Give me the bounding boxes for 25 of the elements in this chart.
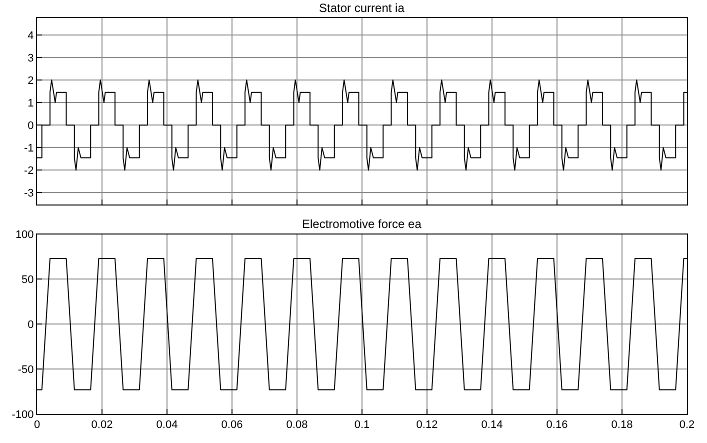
x-tick-label: 0.1 [354,419,370,432]
y-tick-label: 0 [28,318,34,331]
y-tick-label: 1 [28,97,34,110]
x-tick-label: 0.12 [416,419,438,432]
chart-title: Stator current ia [319,1,405,15]
x-tick-label: 0.18 [611,419,633,432]
x-tick-label: 0.08 [286,419,308,432]
chart-title: Electromotive force ea [302,217,422,231]
y-tick-label: 100 [15,229,34,242]
x-tick-label: 0.16 [546,419,568,432]
y-tick-label: -100 [12,408,34,421]
x-tick-label: 0.04 [156,419,178,432]
y-tick-label: -1 [24,142,34,154]
y-tick-label: -3 [24,188,34,200]
y-tick-label: 0 [28,120,34,132]
y-tick-label: 2 [28,74,34,87]
y-tick-label: 3 [28,52,34,64]
x-tick-label: 0.2 [679,419,695,432]
x-tick-label: 0.02 [91,419,113,432]
y-tick-label: -2 [24,165,34,177]
y-tick-label: -50 [18,364,34,376]
y-tick-label: 4 [28,30,34,42]
x-tick-label: 0.14 [481,419,503,432]
x-tick-label: 0.06 [221,419,243,432]
y-tick-label: 50 [22,274,34,286]
